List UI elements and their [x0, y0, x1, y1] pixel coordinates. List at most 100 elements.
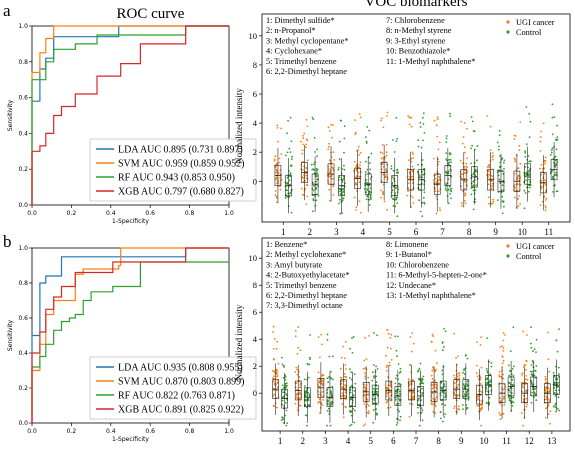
data-point: [446, 172, 448, 175]
points-control-2: [303, 334, 311, 427]
points-ugi-2: [300, 118, 309, 206]
data-point: [341, 191, 344, 194]
data-point: [331, 394, 333, 397]
roc-line-xgb: [31, 25, 229, 205]
data-point: [508, 389, 511, 391]
data-point: [513, 138, 516, 141]
data-point: [306, 195, 309, 198]
data-point: [431, 333, 434, 336]
data-point: [489, 125, 492, 128]
data-point: [339, 198, 341, 201]
data-point: [490, 365, 493, 368]
data-point: [503, 205, 505, 208]
data-point: [507, 396, 510, 399]
data-point: [472, 130, 475, 132]
data-point: [343, 164, 345, 167]
points-control-1: [280, 356, 289, 427]
data-point: [358, 154, 361, 156]
data-point: [445, 183, 448, 186]
data-point: [328, 142, 330, 145]
x-tick-label: 0.8: [185, 428, 195, 435]
legend-entry-control: Control: [516, 28, 542, 37]
data-point: [557, 396, 560, 399]
data-point: [453, 374, 455, 377]
data-point: [410, 125, 413, 128]
data-point: [422, 174, 424, 176]
data-point: [409, 363, 411, 366]
data-point: [350, 371, 352, 374]
data-point: [276, 340, 279, 343]
data-point: [390, 347, 392, 350]
data-point: [368, 156, 370, 159]
data-point: [276, 182, 278, 185]
data-point: [351, 337, 353, 339]
data-point: [421, 419, 424, 422]
compound-label: 11: 6-Methyl-5-hepten-2-one*: [386, 271, 487, 280]
data-point: [434, 370, 437, 373]
data-point: [502, 373, 505, 376]
data-point: [446, 159, 448, 162]
data-point: [339, 193, 342, 196]
data-point: [409, 336, 412, 338]
data-point: [485, 368, 488, 370]
data-point: [320, 333, 323, 336]
data-point: [467, 380, 469, 382]
x-tick-label: 1.0: [224, 428, 234, 435]
data-point: [444, 330, 447, 333]
data-point: [450, 161, 452, 163]
points-control-4: [348, 336, 357, 427]
data-point: [514, 187, 516, 189]
data-point: [329, 391, 332, 393]
data-point: [487, 183, 490, 186]
data-point: [327, 407, 330, 410]
data-point: [501, 345, 504, 348]
data-point: [547, 398, 550, 400]
roc-chart-b: 0.0 0.2 0.4 0.6 0.8 1.0 0.0 0.2 0.4 0.6 0.8 1.0 1-Sp…: [7, 245, 257, 443]
data-point: [275, 195, 278, 198]
data-point: [327, 148, 330, 151]
data-point: [294, 335, 297, 338]
data-point: [422, 116, 424, 119]
y-tick-label: 10: [249, 253, 258, 263]
data-point: [411, 332, 414, 334]
data-point: [432, 410, 435, 413]
data-point: [554, 395, 557, 397]
data-point: [366, 188, 368, 190]
data-point: [306, 125, 309, 128]
data-point: [525, 389, 528, 392]
data-point: [408, 177, 411, 180]
data-point: [422, 382, 424, 385]
y-tick-label: 4: [253, 118, 258, 128]
points-control-11: [549, 103, 559, 198]
data-point: [344, 375, 346, 378]
data-point: [518, 195, 521, 197]
data-point: [434, 383, 436, 386]
data-point: [442, 365, 445, 368]
data-point: [476, 375, 479, 378]
data-point: [517, 167, 520, 170]
data-point: [366, 403, 369, 406]
data-point: [419, 210, 422, 213]
data-point: [359, 151, 362, 154]
data-point: [475, 184, 477, 187]
data-point: [421, 378, 424, 381]
data-point: [440, 381, 442, 384]
data-point: [284, 389, 287, 391]
data-point: [511, 383, 514, 386]
data-point: [548, 390, 550, 393]
data-point: [354, 183, 357, 186]
x-tick-label: 4: [361, 227, 366, 237]
data-point: [321, 343, 323, 346]
data-point: [434, 190, 437, 193]
data-point: [340, 356, 343, 359]
data-point: [418, 367, 421, 370]
data-point: [472, 189, 475, 192]
data-point: [525, 106, 528, 108]
data-point: [464, 355, 467, 357]
data-point: [551, 103, 554, 106]
data-point: [353, 390, 356, 392]
data-point: [462, 136, 465, 138]
y-tick-label: 2: [253, 147, 257, 157]
data-point: [387, 332, 390, 335]
data-point: [275, 178, 277, 181]
